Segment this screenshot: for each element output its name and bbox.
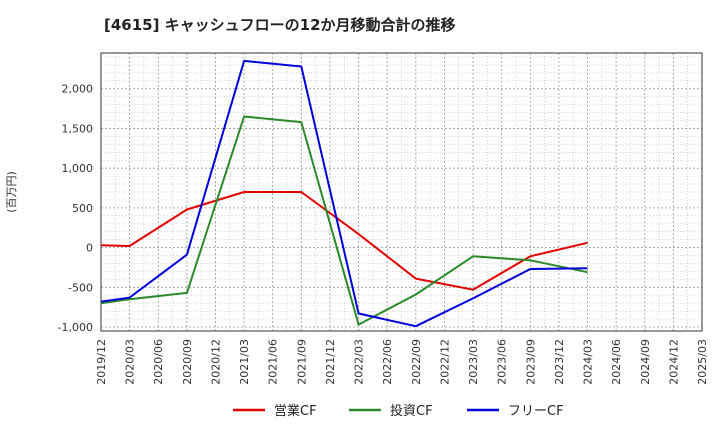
legend-label-3: フリーCF [508, 404, 564, 419]
x-tick-label: 2019/12 [95, 339, 108, 385]
plot-frame [100, 52, 703, 332]
x-tick-label: 2020/03 [124, 339, 137, 385]
x-tick-label: 2023/03 [467, 339, 480, 385]
x-tick-label: 2022/03 [353, 339, 366, 385]
x-tick-label: 2023/12 [553, 339, 566, 385]
axes: -1,000 -500 0 500 1,000 1,500 2,000 2019/12 2020… [58, 52, 709, 385]
x-tick-label: 2021/12 [324, 339, 337, 385]
series-line-1 [100, 191, 588, 291]
x-tick-label: 2021/06 [267, 339, 280, 385]
x-tick-label: 2023/09 [524, 339, 537, 385]
x-tick-label: 2022/12 [438, 339, 451, 385]
legend: 営業CF 投資CF フリーCF [233, 403, 564, 419]
y-tick-label: 2,000 [62, 83, 94, 96]
y-axis-label: (百万円) [5, 171, 18, 213]
x-tick-label: 2025/03 [696, 339, 709, 385]
chart-title: [4615] キャッシュフローの12か月移動合計の推移 [104, 16, 456, 34]
legend-label-1: 営業CF [274, 403, 317, 419]
series-line-2 [100, 115, 588, 326]
x-tick-label: 2024/12 [667, 339, 680, 385]
x-tick-label: 2020/06 [152, 339, 165, 385]
x-tick-label: 2020/09 [181, 339, 194, 385]
x-tick-label: 2022/09 [410, 339, 423, 385]
y-tick-label: -500 [68, 281, 93, 294]
y-tick-label: 1,000 [62, 162, 94, 175]
y-tick-label: -1,000 [58, 321, 93, 334]
legend-label-2: 投資CF [390, 403, 433, 419]
y-tick-label: 1,500 [62, 122, 94, 135]
x-tick-label: 2024/06 [610, 339, 623, 385]
y-tick-label: 0 [86, 242, 93, 255]
series-line-3 [100, 59, 588, 328]
series [100, 59, 588, 328]
x-tick-label: 2023/06 [496, 339, 509, 385]
x-tick-label: 2022/06 [381, 339, 394, 385]
x-tick-label: 2020/12 [209, 339, 222, 385]
grid [100, 53, 703, 331]
x-tick-label: 2021/09 [295, 339, 308, 385]
x-tick-label: 2024/09 [639, 339, 652, 385]
x-tick-label: 2024/03 [582, 339, 595, 385]
y-tick-label: 500 [72, 202, 93, 215]
x-tick-label: 2021/03 [238, 339, 251, 385]
